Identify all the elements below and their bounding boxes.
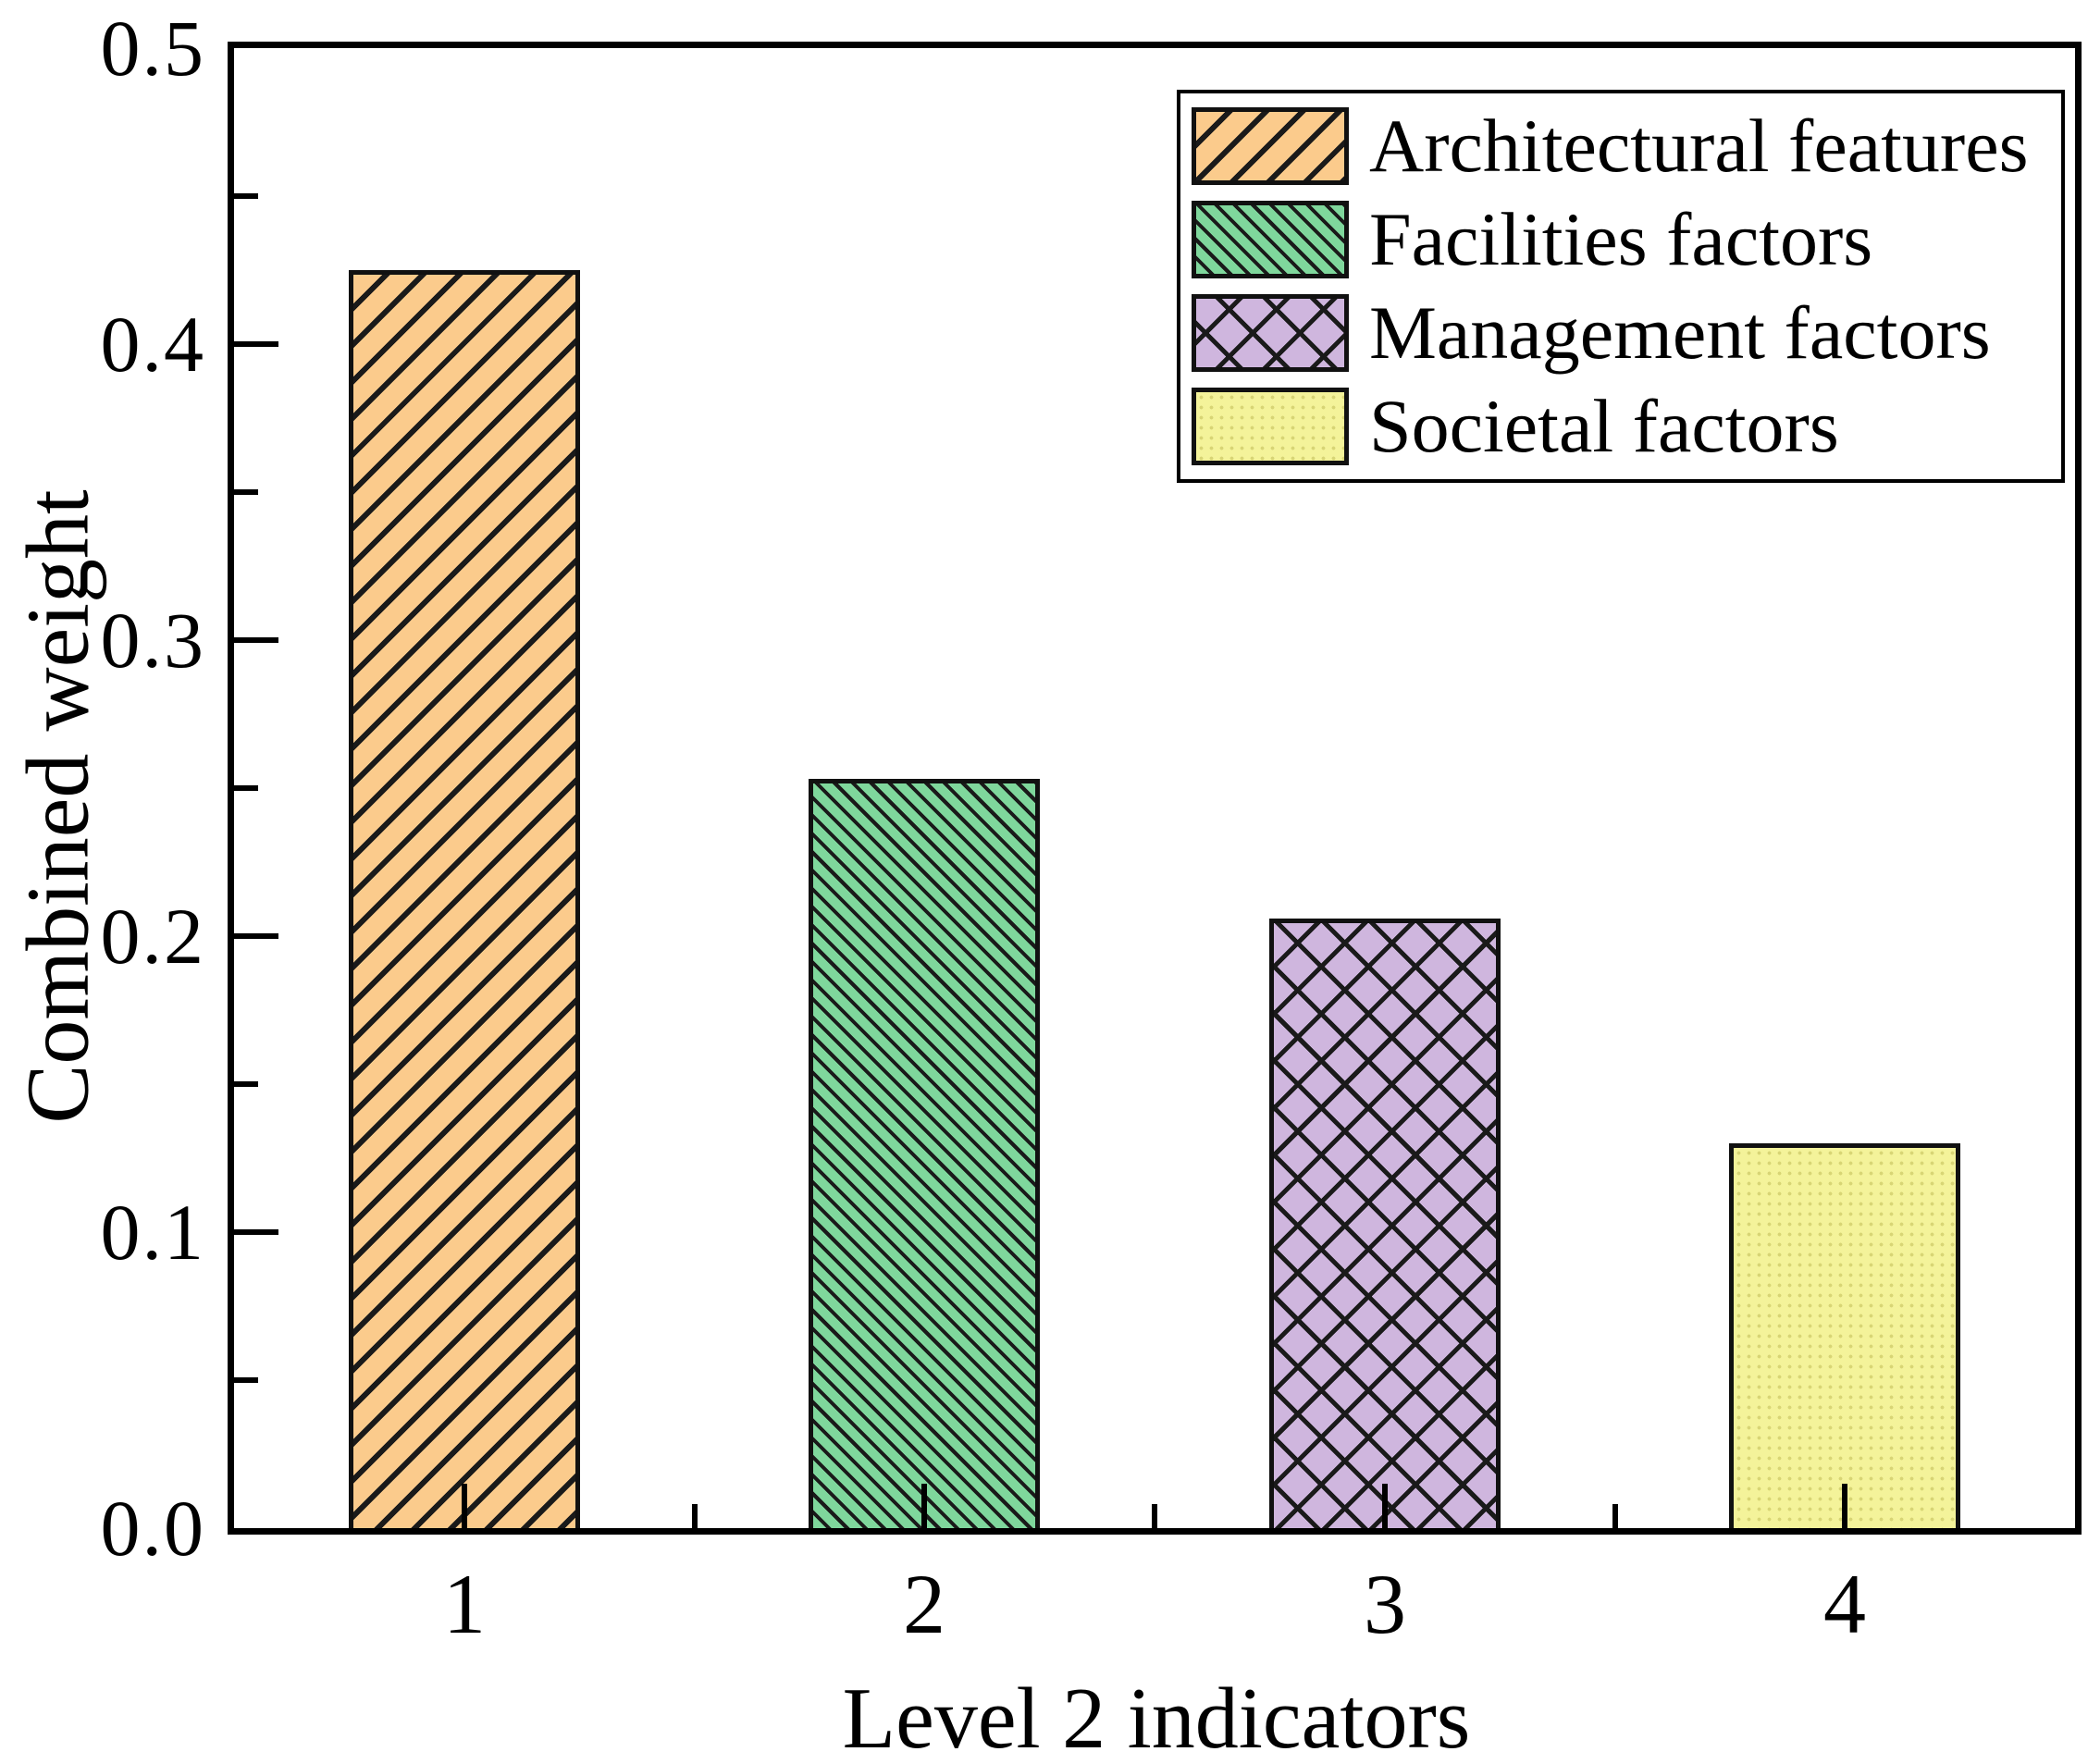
bar-3 <box>1268 919 1501 1528</box>
y-tick-label: 0.4 <box>100 300 205 389</box>
x-major-tick <box>462 1484 467 1528</box>
y-major-tick <box>234 637 278 643</box>
x-tick-label: 4 <box>1823 1557 1866 1651</box>
legend-swatch-management <box>1192 294 1349 373</box>
legend-label: Management factors <box>1369 290 1991 376</box>
y-tick-label: 0.0 <box>100 1484 205 1573</box>
y-tick-label: 0.2 <box>100 892 205 981</box>
y-axis-title: Combined weight <box>7 489 107 1124</box>
bar-4 <box>1729 1143 1961 1528</box>
legend-label: Facilities factors <box>1369 196 1873 281</box>
x-minor-tick <box>1152 1504 1157 1528</box>
x-tick-label: 3 <box>1364 1557 1406 1651</box>
y-major-tick <box>234 1229 278 1235</box>
y-major-tick <box>234 341 278 347</box>
bar-2 <box>809 779 1041 1528</box>
legend-item: Societal factors <box>1192 384 2061 469</box>
legend: Architectural features Facilities factor… <box>1177 90 2065 483</box>
y-major-tick <box>234 933 278 939</box>
legend-swatch-architectural <box>1192 106 1349 185</box>
legend-label: Architectural features <box>1369 103 2029 188</box>
legend-item: Facilities factors <box>1192 196 2061 281</box>
x-tick-label: 1 <box>443 1557 486 1651</box>
y-minor-tick <box>234 489 258 495</box>
y-minor-tick <box>234 1377 258 1383</box>
x-minor-tick <box>1612 1504 1618 1528</box>
x-major-tick <box>921 1484 927 1528</box>
x-major-tick <box>1842 1484 1847 1528</box>
legend-swatch-facilities <box>1192 200 1349 278</box>
x-minor-tick <box>692 1504 698 1528</box>
x-major-tick <box>1382 1484 1388 1528</box>
y-minor-tick <box>234 193 258 199</box>
y-minor-tick <box>234 1081 258 1087</box>
y-minor-tick <box>234 785 258 791</box>
legend-item: Architectural features <box>1192 103 2061 188</box>
legend-swatch-societal <box>1192 388 1349 466</box>
x-tick-label: 2 <box>903 1557 945 1651</box>
y-tick-label: 0.5 <box>100 4 205 93</box>
x-axis-title: Level 2 indicators <box>842 1671 1471 1764</box>
legend-label: Societal factors <box>1369 384 1839 469</box>
bar-1 <box>348 270 580 1528</box>
legend-item: Management factors <box>1192 290 2061 376</box>
y-tick-label: 0.1 <box>100 1188 205 1277</box>
y-tick-label: 0.3 <box>100 596 205 685</box>
